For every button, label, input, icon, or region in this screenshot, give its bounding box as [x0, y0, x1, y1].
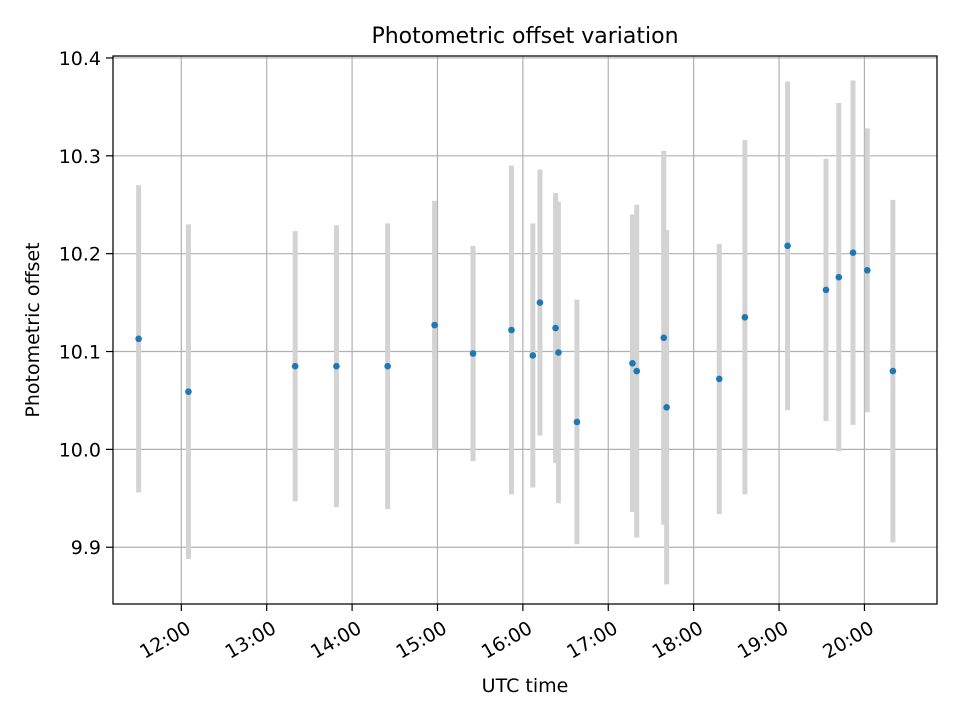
data-point — [849, 249, 857, 256]
plot-area — [113, 56, 937, 604]
data-point — [660, 334, 668, 342]
data-point — [822, 286, 830, 294]
x-axis-label: UTC time — [482, 675, 569, 697]
data-point — [741, 313, 749, 321]
data-points — [135, 242, 897, 426]
data-point — [384, 362, 391, 370]
y-axis-label: Photometric offset — [22, 242, 44, 417]
data-point — [863, 267, 871, 274]
data-point — [629, 359, 636, 367]
data-point — [663, 404, 670, 411]
chart-title: Photometric offset variation — [371, 24, 678, 49]
data-point — [508, 326, 515, 334]
y-tick-label: 10.4 — [59, 48, 101, 70]
data-point — [552, 324, 559, 332]
data-point — [135, 335, 142, 343]
data-point — [573, 418, 581, 426]
data-point — [333, 362, 340, 370]
plot-frame — [112, 55, 938, 605]
data-point — [555, 349, 562, 356]
data-point — [715, 375, 723, 383]
data-point — [291, 362, 299, 370]
data-point — [529, 352, 537, 359]
data-point — [536, 299, 544, 306]
data-point — [469, 350, 477, 357]
grid — [113, 56, 937, 604]
y-tick-label: 10.1 — [59, 342, 101, 364]
data-point — [633, 367, 641, 375]
data-point — [431, 321, 438, 329]
data-point — [784, 242, 791, 250]
data-point — [889, 367, 897, 375]
y-tick-label: 9.9 — [71, 537, 101, 559]
y-axis-ticks: 9.9 10.0 10.1 10.2 10.3 10.4 — [59, 48, 113, 559]
data-point — [185, 388, 192, 395]
y-tick-label: 10.2 — [59, 244, 101, 266]
data-point — [835, 273, 843, 281]
y-tick-label: 10.0 — [59, 439, 101, 461]
y-tick-label: 10.3 — [59, 146, 101, 168]
